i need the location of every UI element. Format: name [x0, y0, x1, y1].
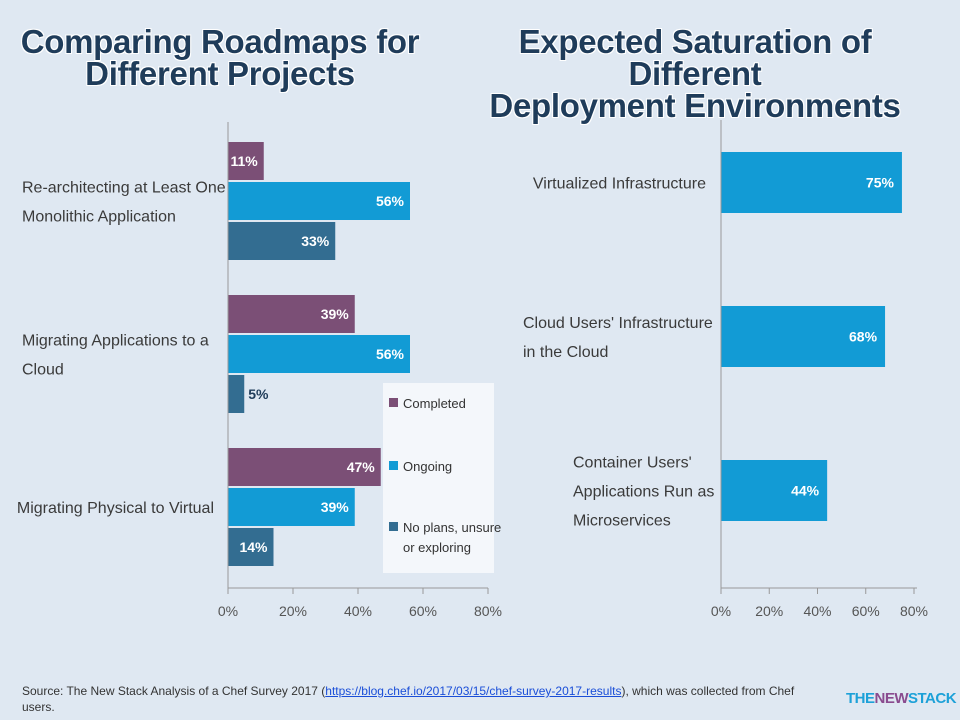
left-chart-title: Comparing Roadmaps for Different Project…: [10, 23, 430, 92]
right-x-tick-label: 20%: [755, 603, 783, 619]
bar-value-label: 5%: [248, 386, 269, 402]
left-x-tick-label: 0%: [218, 603, 238, 619]
source-link[interactable]: https://blog.chef.io/2017/03/15/chef-sur…: [325, 684, 622, 698]
legend-label: Ongoing: [403, 459, 452, 474]
left-title-line-1: Comparing Roadmaps for: [20, 23, 420, 60]
bar-no-plans-2: [228, 375, 245, 413]
bar-value-label: 11%: [231, 153, 259, 169]
left-category-label: Monolithic Application: [22, 209, 176, 226]
left-x-tick-label: 80%: [474, 603, 502, 619]
right-category-label: Virtualized Infrastructure: [533, 176, 706, 193]
legend-label: or exploring: [403, 540, 471, 555]
brand-part-2: NEW: [874, 690, 909, 707]
bar-ongoing-3: [228, 488, 355, 526]
right-x-tick-label: 0%: [711, 603, 731, 619]
legend-swatch-ongoing: [389, 461, 398, 470]
saturation-bar-2: [721, 306, 886, 367]
bar-value-label: 14%: [239, 539, 268, 555]
bar-value-label: 44%: [791, 483, 820, 499]
right-x-tick-label: 40%: [803, 603, 831, 619]
bar-value-label: 75%: [866, 175, 895, 191]
right-category-label: Applications Run as: [573, 484, 714, 501]
legend-swatch-no-plans: [389, 522, 398, 531]
bar-value-label: 56%: [376, 346, 405, 362]
left-category-label: Cloud: [22, 362, 64, 379]
right-x-tick-label: 80%: [900, 603, 928, 619]
left-legend-box: [383, 383, 494, 573]
left-x-tick-label: 40%: [344, 603, 372, 619]
left-title-line-2: Different Projects: [85, 55, 355, 92]
brand-part-1: THE: [846, 690, 875, 707]
legend-label: No plans, unsure: [403, 520, 501, 535]
bar-value-label: 33%: [301, 233, 330, 249]
legend-label: Completed: [403, 396, 466, 411]
bar-value-label: 47%: [347, 459, 376, 475]
bar-value-label: 39%: [321, 499, 350, 515]
source-note: Source: The New Stack Analysis of a Chef…: [22, 683, 822, 715]
bar-value-label: 68%: [849, 329, 878, 345]
bar-completed-1: [228, 142, 264, 180]
right-category-label: Container Users': [573, 455, 692, 472]
source-prefix: Source: The New Stack Analysis of a Chef…: [22, 684, 326, 698]
bar-no-plans-3: [228, 528, 274, 566]
right-x-tick-label: 60%: [852, 603, 880, 619]
brand-part-3: STACK: [908, 690, 957, 707]
bar-ongoing-2: [228, 335, 410, 373]
left-category-label: Migrating Physical to Virtual: [17, 500, 214, 517]
right-category-label: Cloud Users' Infrastructure: [523, 315, 713, 332]
saturation-bar-3: [721, 460, 828, 521]
left-category-label: Migrating Applications to a: [22, 333, 209, 350]
source-suffix: ), which was collected from Chef users.: [22, 684, 795, 714]
bar-completed-3: [228, 448, 381, 486]
right-title-line-1: Expected Saturation of Different: [518, 23, 872, 92]
left-category-label: Re-architecting at Least One: [22, 180, 226, 197]
right-category-label: in the Cloud: [523, 344, 608, 361]
saturation-bar-1: [721, 152, 902, 213]
left-x-tick-label: 20%: [279, 603, 307, 619]
brand-logo: THENEWSTACK: [846, 690, 957, 707]
right-category-label: Microservices: [573, 513, 671, 530]
right-chart-title: Expected Saturation of Different Deploym…: [455, 23, 935, 124]
left-x-tick-label: 60%: [409, 603, 437, 619]
bar-value-label: 39%: [321, 306, 350, 322]
bar-completed-2: [228, 295, 355, 333]
legend-swatch-completed: [389, 398, 398, 407]
bar-no-plans-1: [228, 222, 336, 260]
right-title-line-2: Deployment Environments: [489, 87, 901, 124]
bar-ongoing-1: [228, 182, 410, 220]
bar-value-label: 56%: [376, 193, 405, 209]
